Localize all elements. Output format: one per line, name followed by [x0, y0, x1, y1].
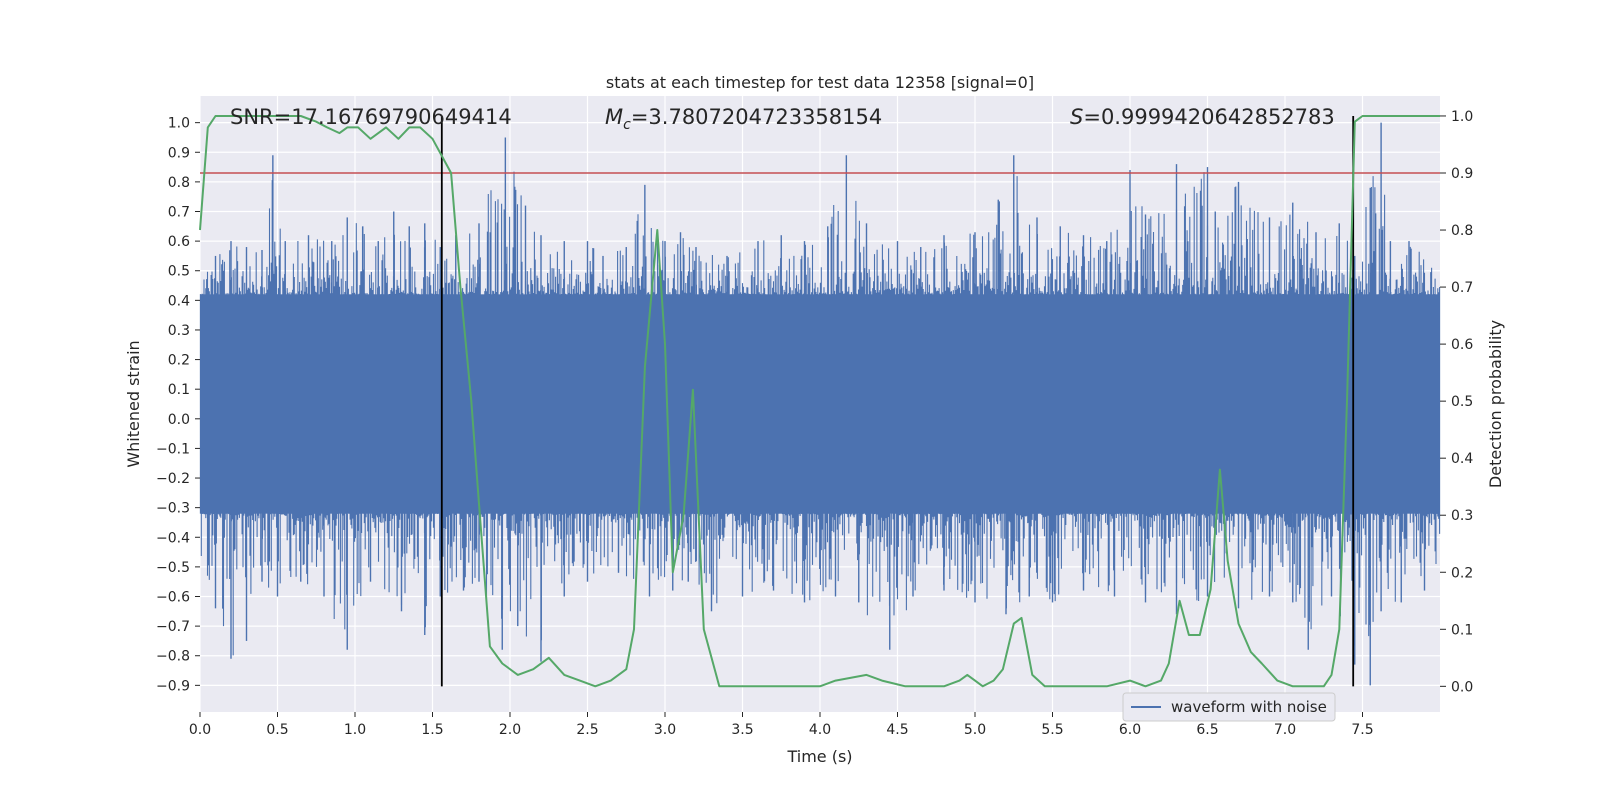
mc-symbol: M	[605, 105, 623, 129]
y-right-tick-label: 0.5	[1451, 394, 1473, 410]
y-left-tick-label: 0.2	[168, 353, 190, 369]
y-left-tick-label: −0.3	[156, 501, 190, 517]
y-left-tick-label: −0.6	[156, 590, 190, 606]
y-left-tick-label: −0.7	[156, 619, 190, 635]
s-value: =0.9999420642852783	[1083, 105, 1334, 129]
x-tick-label: 0.0	[189, 722, 211, 738]
x-tick-label: 5.0	[964, 722, 986, 738]
waveform-line	[199, 171, 1441, 656]
mc-value: =3.7807204723358154	[631, 105, 882, 129]
y-left-tick-label: 0.6	[168, 234, 190, 250]
y-left-tick-label: 0.9	[168, 145, 190, 161]
x-tick-label: 7.5	[1351, 722, 1373, 738]
y-left-tick-label: −0.2	[156, 471, 190, 487]
y-axis-right: 0.0 0.1 0.2 0.3 0.4 0.5 0.6 0.7 0.8 0.9 1.0	[1440, 109, 1473, 695]
x-tick-label: 0.5	[266, 722, 288, 738]
y-left-tick-label: 0.4	[168, 293, 190, 309]
x-tick-label: 2.5	[576, 722, 598, 738]
y-right-tick-label: 0.8	[1451, 223, 1473, 239]
probability-series	[199, 115, 1440, 688]
y-right-tick-label: 0.4	[1451, 451, 1473, 467]
legend-box	[1122, 692, 1336, 722]
s-symbol: S	[1070, 105, 1083, 129]
x-tick-label: 7.0	[1274, 722, 1296, 738]
y-left-tick-label: −0.1	[156, 441, 190, 457]
y-left-tick-label: 0.0	[168, 412, 190, 428]
snr-annotation: SNR=17.16769790649414	[230, 105, 512, 129]
x-tick-label: 2.0	[499, 722, 521, 738]
x-axis: 0.0 0.5 1.0 1.5 2.0 2.5 3.0 3.5 4.0 4.5 5.0 5.5 6.0 6…	[189, 712, 1374, 738]
x-tick-label: 1.5	[421, 722, 443, 738]
y-left-tick-label: 0.3	[168, 323, 190, 339]
y-axis-left: −0.9 −0.8 −0.7 −0.6 −0.5 −0.4 −0.3 −0.2 −0.1 0.0 0…	[156, 116, 200, 694]
x-tick-label: 6.5	[1196, 722, 1218, 738]
x-tick-label: 4.5	[886, 722, 908, 738]
x-tick-label: 6.0	[1119, 722, 1141, 738]
y-right-tick-label: 0.6	[1451, 337, 1473, 353]
y-axis-left-label: Whitened strain	[124, 340, 143, 467]
y-left-tick-label: 0.5	[168, 264, 190, 280]
y-left-tick-label: −0.4	[156, 530, 190, 546]
y-left-tick-label: 0.7	[168, 205, 190, 221]
y-right-tick-label: 0.9	[1451, 166, 1473, 182]
y-left-tick-label: 1.0	[168, 116, 190, 132]
y-right-tick-label: 0.7	[1451, 280, 1473, 296]
detection-probability-line	[199, 115, 1440, 688]
y-left-tick-label: −0.9	[156, 678, 190, 694]
y-left-tick-label: −0.8	[156, 649, 190, 665]
x-tick-label: 1.0	[344, 722, 366, 738]
y-axis-right-label: Detection probability	[1486, 320, 1505, 488]
mc-annotation: Mc=3.7807204723358154	[605, 105, 882, 133]
mc-subscript: c	[623, 117, 631, 133]
y-right-tick-label: 0.3	[1451, 508, 1473, 524]
y-left-tick-label: 0.1	[168, 382, 190, 398]
x-tick-label: 3.5	[731, 722, 753, 738]
y-right-tick-label: 0.1	[1451, 622, 1473, 638]
y-left-tick-label: −0.5	[156, 560, 190, 576]
y-right-tick-label: 0.0	[1451, 679, 1473, 695]
s-annotation: S=0.9999420642852783	[1070, 105, 1335, 129]
x-axis-label: Time (s)	[786, 747, 852, 766]
waveform-series	[199, 122, 1441, 686]
y-right-tick-label: 1.0	[1451, 109, 1473, 125]
chart-title: stats at each timestep for test data 123…	[606, 73, 1034, 92]
y-right-tick-label: 0.2	[1451, 565, 1473, 581]
legend: waveform with noise	[1122, 692, 1336, 722]
x-tick-label: 4.0	[809, 722, 831, 738]
x-tick-label: 3.0	[654, 722, 676, 738]
y-left-tick-label: 0.8	[168, 175, 190, 191]
legend-label: waveform with noise	[1171, 698, 1327, 716]
x-tick-label: 5.5	[1041, 722, 1063, 738]
